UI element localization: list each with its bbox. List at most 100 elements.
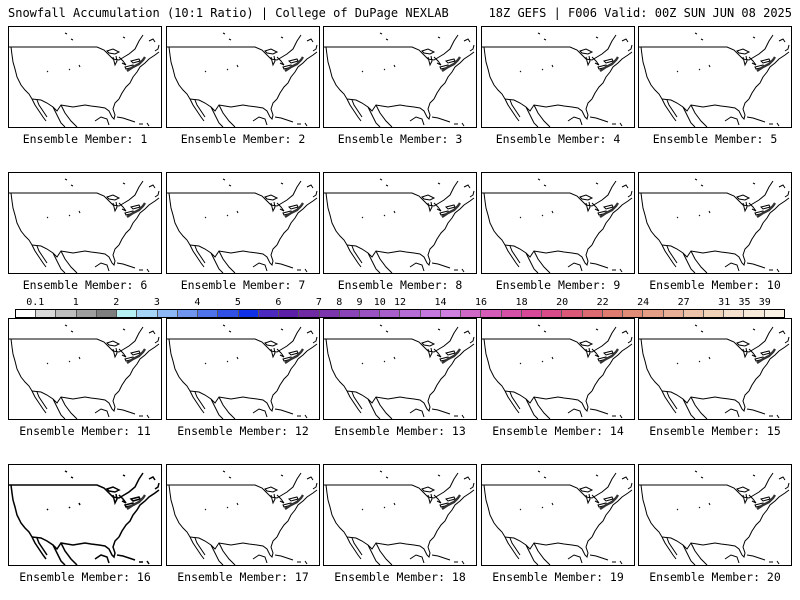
us-outline-map bbox=[167, 178, 318, 273]
ensemble-member-caption: Ensemble Member: 11 bbox=[19, 424, 151, 438]
legend-swatch bbox=[461, 310, 482, 317]
legend-label: 31 bbox=[718, 297, 731, 308]
ensemble-member-caption: Ensemble Member: 2 bbox=[180, 132, 306, 146]
ensemble-member-caption: Ensemble Member: 19 bbox=[492, 570, 624, 584]
legend-swatch bbox=[76, 310, 97, 317]
us-outline-map bbox=[482, 32, 633, 127]
legend-swatch bbox=[16, 310, 37, 317]
us-outline-map bbox=[639, 324, 790, 419]
ensemble-member-map bbox=[323, 26, 477, 128]
ensemble-member-map bbox=[638, 318, 792, 420]
ensemble-member-map bbox=[166, 318, 320, 420]
legend-swatch bbox=[643, 310, 664, 317]
us-outline-map bbox=[324, 324, 475, 419]
legend-swatch bbox=[56, 310, 77, 317]
legend-label: 2 bbox=[113, 297, 120, 308]
legend-swatch bbox=[258, 310, 280, 317]
legend-label: 7 bbox=[315, 297, 322, 308]
snowfall-legend: 0.1 1 2 3 4 5 6 7 8 9 10 12 14 16 18 20 22 24 27 31 35 39 bbox=[15, 297, 785, 318]
legend-label: 39 bbox=[758, 297, 771, 308]
us-outline-map bbox=[639, 32, 790, 127]
legend-swatch bbox=[238, 310, 259, 317]
ensemble-member-map bbox=[8, 26, 162, 128]
ensemble-member-panel: Ensemble Member: 13 bbox=[323, 318, 477, 438]
legend-swatch bbox=[299, 310, 320, 317]
legend-label: 10 bbox=[373, 297, 386, 308]
legend-swatch bbox=[764, 310, 784, 317]
ensemble-member-panel: Ensemble Member: 17 bbox=[166, 464, 320, 584]
ensemble-member-caption: Ensemble Member: 1 bbox=[22, 132, 148, 146]
ensemble-member-caption: Ensemble Member: 9 bbox=[495, 278, 621, 292]
us-outline-map bbox=[167, 32, 318, 127]
ensemble-member-caption: Ensemble Member: 8 bbox=[337, 278, 463, 292]
ensemble-member-panel: Ensemble Member: 8 bbox=[323, 172, 477, 292]
legend-swatch bbox=[521, 310, 543, 317]
legend-label: 3 bbox=[153, 297, 160, 308]
legend-swatch bbox=[724, 310, 745, 317]
legend-swatch bbox=[279, 310, 300, 317]
legend-swatch bbox=[36, 310, 57, 317]
us-outline-map bbox=[167, 470, 318, 565]
legend-label: 20 bbox=[556, 297, 569, 308]
ensemble-member-map bbox=[323, 172, 477, 274]
ensemble-member-caption: Ensemble Member: 17 bbox=[177, 570, 309, 584]
legend-label: 1 bbox=[72, 297, 79, 308]
ensemble-member-caption: Ensemble Member: 18 bbox=[334, 570, 466, 584]
legend-swatch bbox=[663, 310, 684, 317]
us-outline-map bbox=[639, 470, 790, 565]
ensemble-member-map bbox=[8, 172, 162, 274]
us-outline-map bbox=[482, 470, 633, 565]
ensemble-member-caption: Ensemble Member: 14 bbox=[492, 424, 624, 438]
legend-swatch bbox=[117, 310, 138, 317]
legend-label: 14 bbox=[434, 297, 447, 308]
ensemble-member-panel: Ensemble Member: 11 bbox=[8, 318, 162, 438]
ensemble-member-panel: Ensemble Member: 18 bbox=[323, 464, 477, 584]
ensemble-member-caption: Ensemble Member: 13 bbox=[334, 424, 466, 438]
legend-label: 24 bbox=[637, 297, 650, 308]
legend-label: 16 bbox=[475, 297, 488, 308]
ensemble-member-panel: Ensemble Member: 5 bbox=[638, 26, 792, 146]
legend-swatch bbox=[218, 310, 239, 317]
us-outline-map bbox=[9, 178, 160, 273]
us-outline-map bbox=[324, 178, 475, 273]
ensemble-member-map bbox=[481, 26, 635, 128]
chart-title: Snowfall Accumulation (10:1 Ratio) | Col… bbox=[8, 6, 449, 20]
legend-swatch bbox=[157, 310, 178, 317]
ensemble-member-map bbox=[166, 464, 320, 566]
legend-label: 9 bbox=[356, 297, 363, 308]
legend-swatch bbox=[440, 310, 462, 317]
legend-swatch bbox=[177, 310, 199, 317]
ensemble-member-caption: Ensemble Member: 4 bbox=[495, 132, 621, 146]
ensemble-member-panel: Ensemble Member: 12 bbox=[166, 318, 320, 438]
ensemble-member-panel: Ensemble Member: 7 bbox=[166, 172, 320, 292]
us-outline-map bbox=[9, 470, 160, 565]
ensemble-member-panel: Ensemble Member: 20 bbox=[638, 464, 792, 584]
legend-swatch bbox=[602, 310, 624, 317]
us-outline-map bbox=[167, 324, 318, 419]
legend-swatch bbox=[198, 310, 219, 317]
us-outline-map bbox=[324, 32, 475, 127]
legend-swatch bbox=[137, 310, 158, 317]
ensemble-member-panel: Ensemble Member: 3 bbox=[323, 26, 477, 146]
us-outline-map bbox=[482, 324, 633, 419]
legend-swatch bbox=[703, 310, 725, 317]
legend-labels: 0.1 1 2 3 4 5 6 7 8 9 10 12 14 16 18 20 22 24 27 31 35 39 bbox=[15, 297, 785, 309]
legend-label: 12 bbox=[393, 297, 407, 308]
ensemble-member-map bbox=[166, 26, 320, 128]
legend-label: 0.1 bbox=[26, 297, 45, 308]
legend-swatches bbox=[15, 309, 785, 318]
ensemble-member-panel: Ensemble Member: 4 bbox=[481, 26, 635, 146]
legend-label: 27 bbox=[677, 297, 690, 308]
legend-swatch bbox=[562, 310, 583, 317]
ensemble-member-map bbox=[638, 172, 792, 274]
ensemble-member-map bbox=[481, 318, 635, 420]
ensemble-member-panel: Ensemble Member: 10 bbox=[638, 172, 792, 292]
legend-label: 22 bbox=[596, 297, 609, 308]
legend-swatch bbox=[359, 310, 381, 317]
ensemble-member-panel: Ensemble Member: 19 bbox=[481, 464, 635, 584]
ensemble-member-caption: Ensemble Member: 12 bbox=[177, 424, 309, 438]
legend-swatch bbox=[319, 310, 340, 317]
ensemble-member-caption: Ensemble Member: 15 bbox=[649, 424, 781, 438]
legend-swatch bbox=[481, 310, 502, 317]
